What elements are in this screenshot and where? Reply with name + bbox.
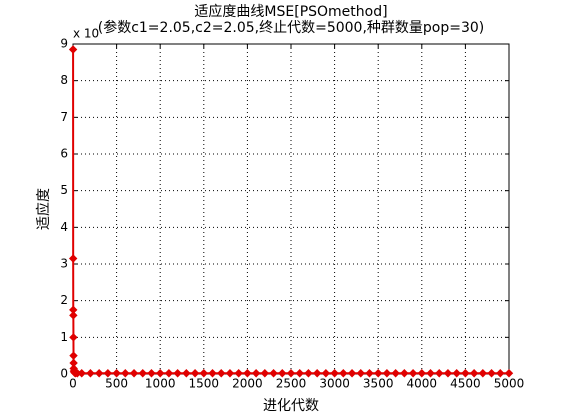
data-marker	[330, 369, 339, 378]
data-marker	[278, 369, 287, 378]
data-marker	[496, 369, 505, 378]
chart-subtitle: (参数c1=2.05,c2=2.05,终止代数=5000,种群数量pop=30)	[98, 19, 485, 36]
data-marker	[225, 369, 235, 378]
y-axis-label: 适应度	[35, 188, 52, 230]
data-marker	[435, 369, 444, 378]
data-marker	[469, 369, 479, 378]
y-tick-label: 9	[60, 37, 68, 51]
data-marker	[234, 369, 243, 378]
x-tick-label: 2000	[232, 377, 263, 391]
data-marker	[452, 369, 461, 378]
y-tick-label: 8	[60, 73, 68, 87]
data-marker	[382, 369, 392, 378]
y-tick-label: 3	[60, 257, 68, 271]
data-marker	[190, 369, 200, 378]
x-tick-label: 5000	[494, 377, 525, 391]
y-tick-label: 5	[60, 183, 68, 197]
x-tick-label: 4500	[450, 377, 481, 391]
data-marker	[312, 369, 322, 378]
data-marker	[69, 311, 78, 320]
data-marker	[286, 369, 296, 378]
data-marker	[182, 369, 191, 378]
y-exponent: x 10	[73, 27, 99, 41]
data-marker	[112, 369, 121, 378]
data-marker	[269, 369, 278, 378]
x-tick-label: 500	[105, 377, 128, 391]
x-tick-label: 1500	[189, 377, 220, 391]
y-tick-label: 7	[60, 110, 68, 124]
x-tick-label: 3500	[363, 377, 394, 391]
data-marker	[138, 369, 147, 378]
data-marker	[77, 369, 86, 378]
data-marker	[69, 333, 78, 342]
data-marker	[304, 369, 313, 378]
data-marker	[443, 369, 453, 378]
data-marker	[155, 369, 165, 378]
data-marker	[487, 369, 496, 378]
data-marker	[478, 369, 488, 378]
data-marker	[217, 369, 226, 378]
x-axis-label: 进化代数	[263, 398, 319, 414]
data-marker	[426, 369, 435, 378]
data-marker	[321, 369, 331, 378]
x-tick-label: 3000	[319, 377, 350, 391]
data-marker	[356, 369, 365, 378]
data-marker	[373, 369, 383, 378]
data-marker	[121, 369, 130, 378]
data-marker	[400, 369, 409, 378]
data-marker	[347, 369, 357, 378]
data-marker	[173, 369, 182, 378]
data-marker	[417, 369, 427, 378]
data-marker	[339, 369, 348, 378]
data-marker	[94, 369, 104, 378]
x-tick-label: 2500	[276, 377, 307, 391]
x-tick-label: 0	[69, 377, 77, 391]
data-marker	[461, 369, 470, 378]
data-marker	[408, 369, 418, 378]
data-marker	[365, 369, 374, 378]
data-marker	[504, 369, 514, 378]
y-tick-label: 4	[60, 220, 68, 234]
data-marker	[129, 369, 139, 378]
data-marker	[243, 369, 252, 378]
data-marker	[164, 369, 174, 378]
y-tick-label: 1	[60, 330, 68, 344]
data-marker	[68, 254, 78, 263]
data-marker	[147, 369, 156, 378]
data-marker	[295, 369, 304, 378]
data-marker	[391, 369, 400, 378]
data-marker	[260, 369, 270, 378]
data-marker	[199, 369, 209, 378]
data-marker	[251, 369, 261, 378]
chart-title: 适应度曲线MSE[PSOmethod]	[194, 3, 387, 20]
data-marker	[103, 369, 113, 378]
x-tick-label: 1000	[145, 377, 176, 391]
x-tick-label: 4000	[407, 377, 438, 391]
y-tick-label: 0	[60, 367, 68, 381]
y-tick-label: 2	[60, 293, 68, 307]
data-marker	[68, 45, 78, 54]
data-marker	[86, 369, 95, 378]
data-marker	[208, 369, 217, 378]
y-tick-label: 6	[60, 147, 68, 161]
